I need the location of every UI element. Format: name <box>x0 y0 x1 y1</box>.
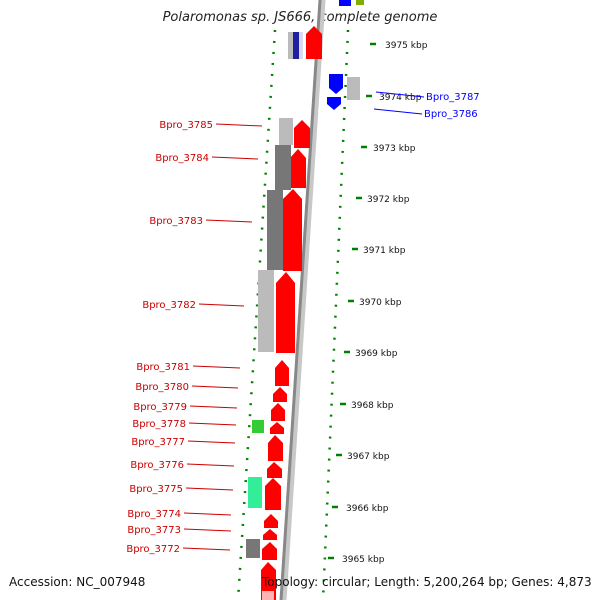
gene-leader-line <box>191 385 239 389</box>
gene-label-forward[interactable]: Bpro_3772 <box>126 544 180 555</box>
gene-label-forward[interactable]: Bpro_3776 <box>130 460 184 471</box>
topology-text: Topology: circular; Length: 5,200,264 bp… <box>262 575 592 589</box>
gene-bpro-3781[interactable] <box>275 360 289 386</box>
kbp-label: 3974 kbp <box>379 93 422 103</box>
gene-leader-line <box>183 528 232 532</box>
kbp-label: 3975 kbp <box>385 41 428 51</box>
gene-bpro-3784[interactable] <box>290 149 306 188</box>
gene-leader-line <box>189 405 238 409</box>
feature-light-3782 <box>258 270 274 352</box>
gene-bpro-3775[interactable] <box>265 478 281 510</box>
gene-leader-line <box>211 156 259 160</box>
kbp-label: 3966 kbp <box>346 504 389 514</box>
gene-leader-line <box>205 219 253 223</box>
gene-label-forward[interactable]: Bpro_3784 <box>155 153 209 164</box>
gene-label-reverse[interactable]: Bpro_3786 <box>424 109 478 120</box>
kbp-label: 3970 kbp <box>359 298 402 308</box>
feature-green-top <box>356 0 364 5</box>
gene-label-forward[interactable]: Bpro_3780 <box>135 382 189 393</box>
map-title: Polaromonas sp. JS666, complete genome <box>162 10 438 25</box>
gene-leader-line <box>187 440 236 444</box>
gene-bpro-3786[interactable] <box>327 97 341 110</box>
gene-bpro-3787[interactable] <box>329 74 343 94</box>
gene-leader-line <box>185 487 234 491</box>
feature-gray-3772 <box>246 539 260 558</box>
gene-leader-line <box>373 108 423 115</box>
kbp-label: 3971 kbp <box>363 246 406 256</box>
gene-bpro-3780[interactable] <box>273 387 287 402</box>
gene-label-forward[interactable]: Bpro_3778 <box>132 419 186 430</box>
gene-leader-line <box>215 123 263 127</box>
gene-label-forward[interactable]: Bpro_3774 <box>127 509 181 520</box>
feature-teal-3775 <box>248 477 262 508</box>
gene-bpro-3776[interactable] <box>267 462 282 478</box>
feature-cds-top-light <box>299 32 303 59</box>
kbp-label: 3965 kbp <box>342 555 385 565</box>
feature-dark-3783 <box>267 190 283 270</box>
feature-green-3778 <box>252 420 264 433</box>
gene-labels: Bpro_3787 Bpro_3786 Bpro_3785 Bpro_3784 Bpro… <box>126 92 479 555</box>
gene-leader-line <box>186 463 235 467</box>
kbp-label: 3969 kbp <box>355 349 398 359</box>
gene-gray-3787-pair <box>347 77 360 100</box>
gene-label-forward[interactable]: Bpro_3785 <box>159 120 213 131</box>
feature-gray-3785 <box>279 118 293 145</box>
gene-leader-line <box>188 422 237 426</box>
gene-label-forward[interactable]: Bpro_3783 <box>149 216 203 227</box>
gene-bpro-3785[interactable] <box>294 120 310 148</box>
gene-leader-line <box>198 303 245 307</box>
feature-dark-3784 <box>275 145 291 190</box>
gene-bpro-3772[interactable] <box>262 542 277 560</box>
outer-dotted-ring <box>321 29 350 600</box>
gene-label-forward[interactable]: Bpro_3779 <box>133 402 187 413</box>
gene-bpro-3777[interactable] <box>268 435 283 461</box>
feature-cds-top-navy <box>293 32 299 59</box>
gene-partial-bottom <box>261 562 276 600</box>
backbone <box>279 0 322 600</box>
gene-leader-line <box>375 91 425 98</box>
kbp-ticks <box>328 42 376 560</box>
gene-label-forward[interactable]: Bpro_3782 <box>142 300 196 311</box>
gene-bpro-3774[interactable] <box>264 514 278 528</box>
gene-leader-line <box>192 365 241 369</box>
feature-blue-top-reverse <box>339 0 351 6</box>
kbp-label: 3972 kbp <box>367 195 410 205</box>
gene-bpro-3782[interactable] <box>276 272 295 353</box>
gene-label-forward[interactable]: Bpro_3777 <box>131 437 185 448</box>
gene-bpro-3783[interactable] <box>283 189 302 271</box>
kbp-label: 3973 kbp <box>373 144 416 154</box>
gene-label-lines <box>182 91 425 551</box>
feature-cds-top-red <box>306 26 322 59</box>
gene-bpro-3773[interactable] <box>263 529 277 540</box>
kbp-label: 3968 kbp <box>351 401 394 411</box>
accession-text: Accession: NC_007948 <box>9 575 146 589</box>
gene-bpro-3779[interactable] <box>271 403 285 421</box>
kbp-labels: 3975 kbp 3974 kbp 3973 kbp 3972 kbp 3971 kbp… <box>342 41 428 565</box>
backbone-shadow <box>281 0 326 600</box>
gene-leader-line <box>183 512 232 516</box>
kbp-label: 3967 kbp <box>347 452 390 462</box>
gene-bpro-3778[interactable] <box>270 422 284 434</box>
gene-label-forward[interactable]: Bpro_3773 <box>127 525 181 536</box>
gene-leader-line <box>182 547 231 551</box>
gene-label-forward[interactable]: Bpro_3781 <box>136 362 190 373</box>
gene-label-forward[interactable]: Bpro_3775 <box>129 484 183 495</box>
feature-cds-top-gray <box>288 32 294 59</box>
gene-label-reverse[interactable]: Bpro_3787 <box>426 92 480 103</box>
gene-partial-bottom-pink <box>262 591 274 600</box>
